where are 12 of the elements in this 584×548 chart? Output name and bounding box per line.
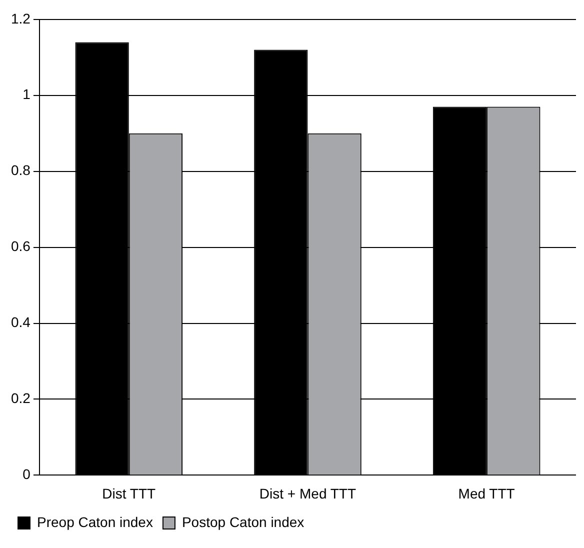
x-tick-label: Dist TTT (102, 485, 156, 502)
x-tick-label: Med TTT (458, 485, 516, 502)
x-tick-label: Dist + Med TTT (259, 485, 356, 502)
y-tick-label: 0.4 (10, 314, 31, 330)
y-tick-label: 1.2 (10, 10, 31, 26)
legend-label: Postop Caton index (182, 514, 304, 530)
y-tick-label: 0.8 (10, 162, 31, 178)
y-tick-label: 1 (22, 86, 31, 102)
y-tick-label: 0 (22, 466, 31, 482)
y-tick-label: 0.6 (10, 238, 31, 254)
y-tick-label: 0.2 (10, 390, 31, 406)
legend-label: Preop Caton index (37, 514, 153, 530)
